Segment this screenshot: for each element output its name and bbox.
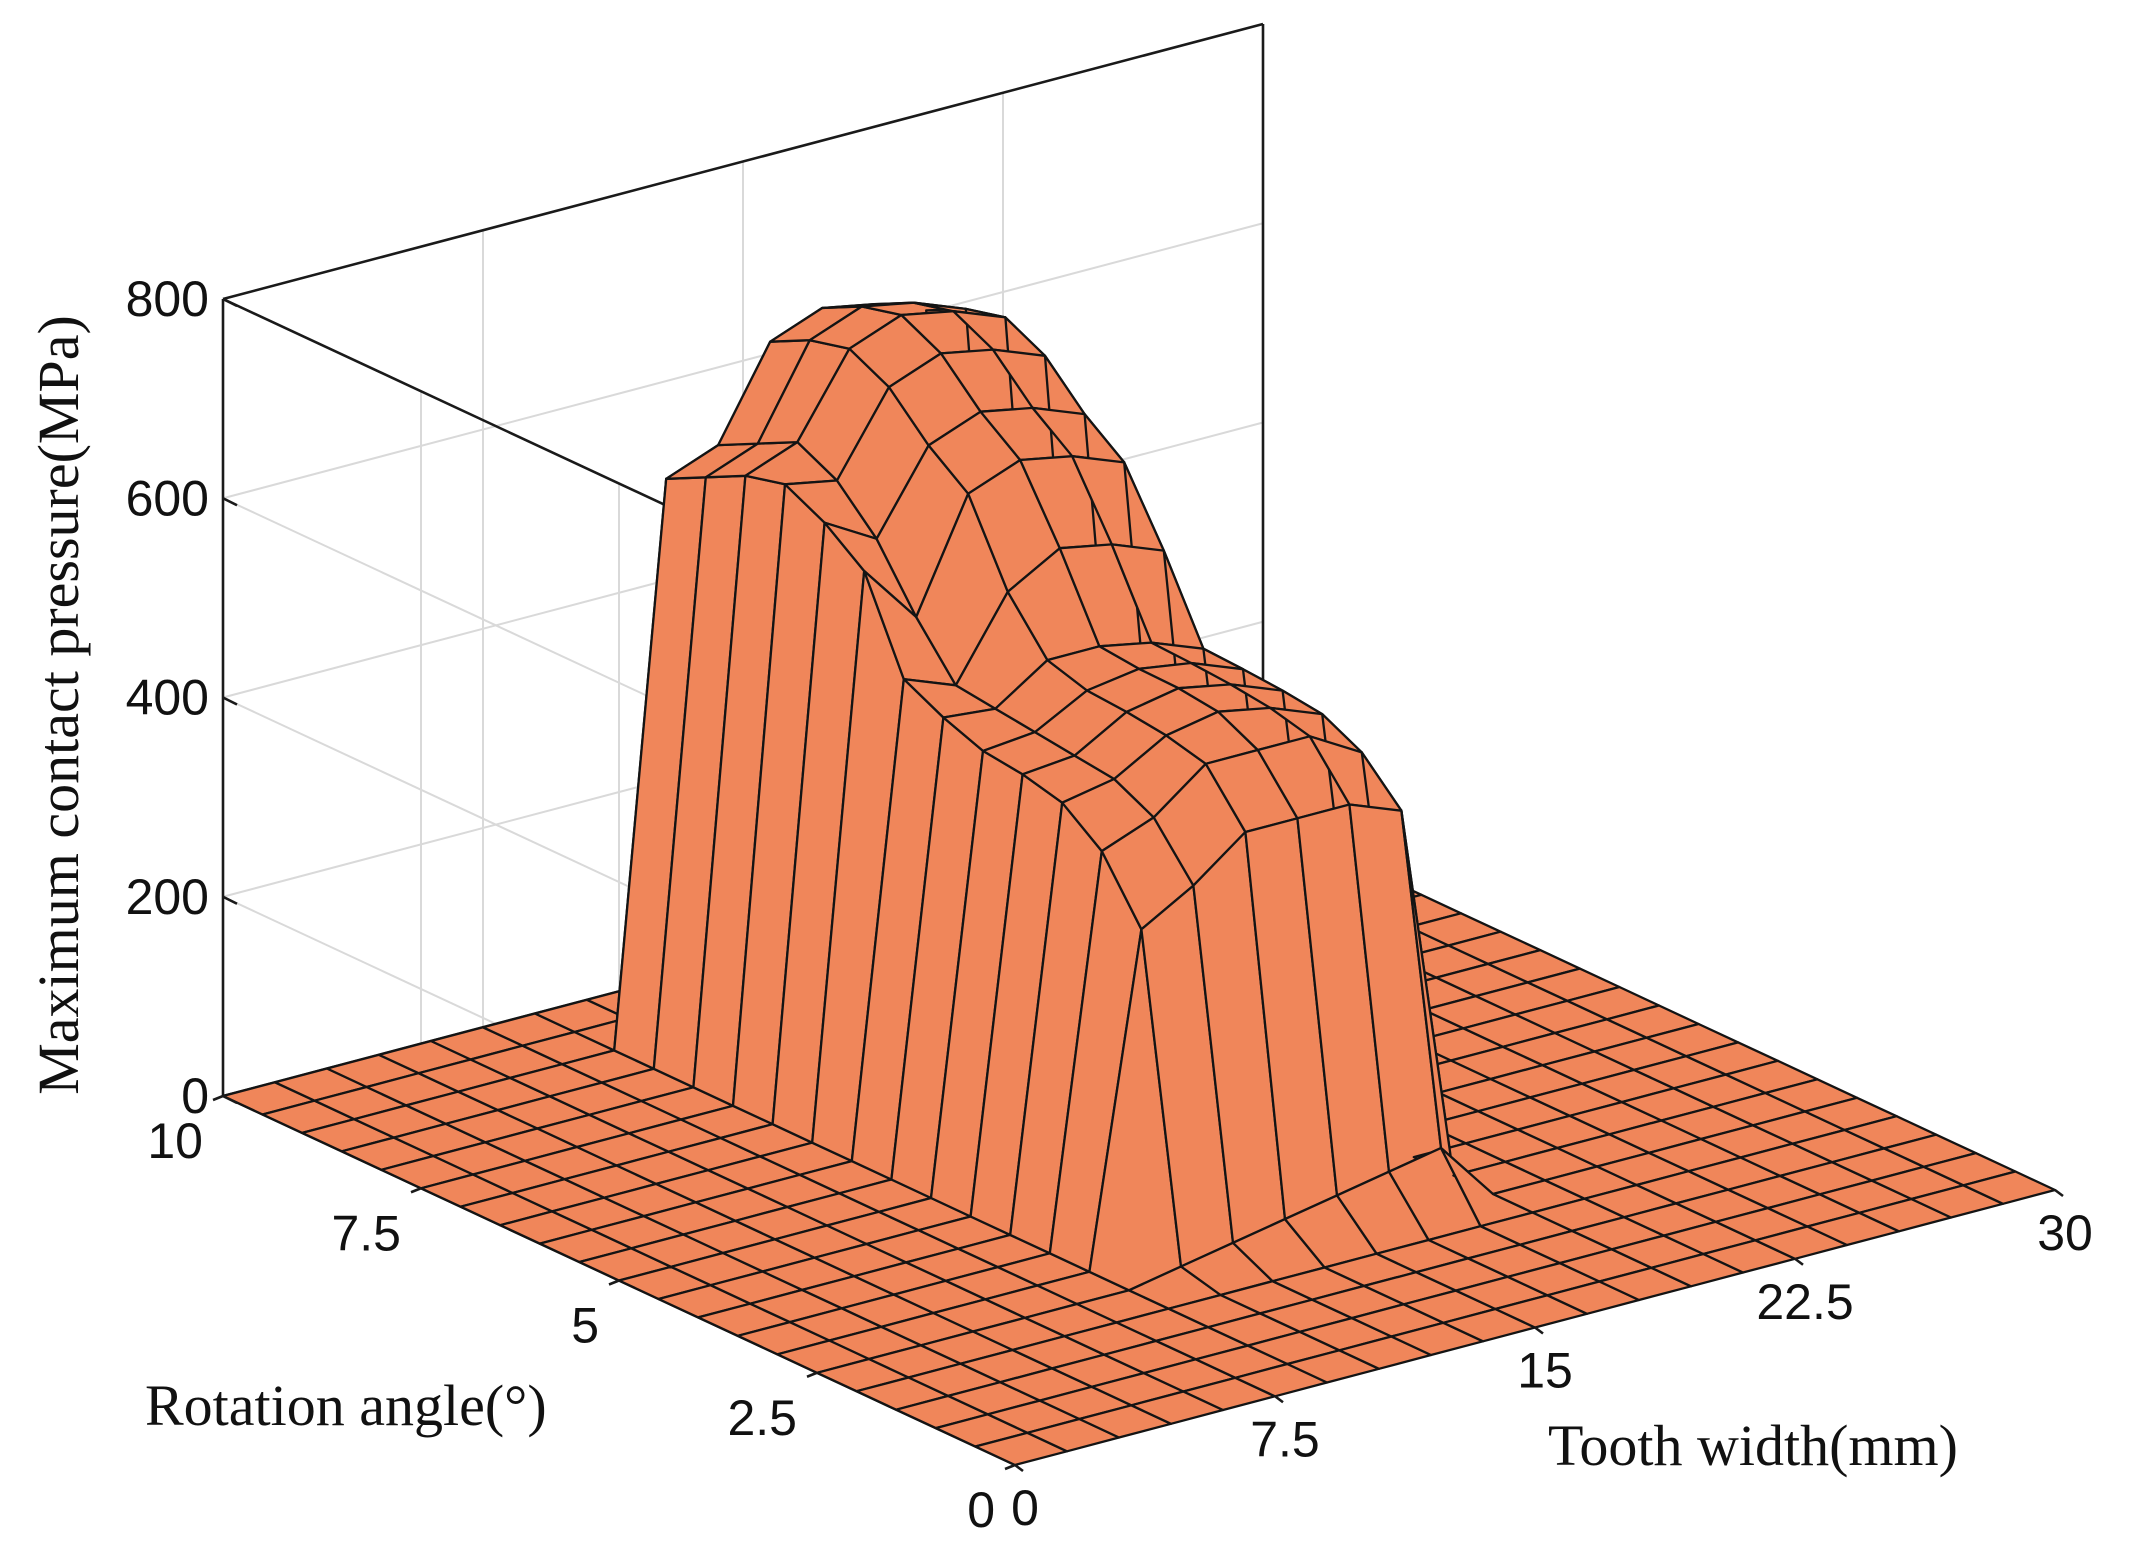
x-tick-mark (1794, 1257, 1804, 1266)
z-tick-mark (222, 297, 238, 308)
y-tick-mark (608, 1279, 620, 1286)
y-tick-mark (806, 1371, 818, 1378)
z-tick-mark (222, 1094, 238, 1105)
y-tick-label: 7.5 (331, 1205, 401, 1261)
z-tick-mark (222, 497, 238, 507)
axis-titles: Tooth width(mm) Rotation angle(°) Maximu… (26, 315, 1958, 1478)
y-tick-label: 2.5 (727, 1390, 797, 1446)
x-tick-label: 7.5 (1250, 1411, 1320, 1467)
y-axis-title: Rotation angle(°) (145, 1373, 547, 1438)
z-axis-title: Maximum contact pressure(MPa) (26, 315, 91, 1095)
y-tick-mark (1004, 1463, 1016, 1471)
x-tick-mark (1534, 1326, 1544, 1335)
surface-face (1962, 1170, 2057, 1205)
axes-box-edge (222, 22, 1264, 301)
x-tick-label: 15 (1517, 1343, 1573, 1399)
x-axis-title: Tooth width(mm) (1548, 1413, 1958, 1478)
y-tick-mark (410, 1187, 422, 1194)
z-tick-label: 200 (126, 869, 209, 925)
y-tick-label: 10 (147, 1113, 203, 1169)
z-tick-label: 0 (181, 1068, 209, 1124)
y-tick-mark (212, 1094, 224, 1102)
z-tick-mark (222, 895, 238, 905)
y-tick-label: 0 (967, 1482, 995, 1538)
x-tick-label: 30 (2037, 1205, 2093, 1261)
y-tick-label: 5 (571, 1298, 599, 1354)
x-tick-mark (1274, 1395, 1284, 1404)
surface-mesh (221, 301, 2057, 1467)
grid-line (222, 222, 1264, 500)
z-tick-mark (222, 696, 238, 706)
z-tick-label: 400 (126, 670, 209, 726)
z-tick-label: 800 (126, 271, 209, 327)
x-tick-label: 0 (1011, 1480, 1039, 1536)
x-tick-mark (2054, 1188, 2064, 1198)
x-tick-label: 22.5 (1756, 1274, 1853, 1330)
z-tick-label: 600 (126, 470, 209, 526)
x-tick-mark (1014, 1463, 1024, 1473)
